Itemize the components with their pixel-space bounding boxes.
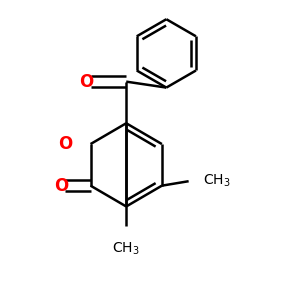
Text: O: O: [54, 177, 68, 195]
Text: O: O: [58, 135, 72, 153]
Text: CH$_3$: CH$_3$: [203, 173, 231, 189]
Text: CH$_3$: CH$_3$: [112, 241, 140, 257]
Text: O: O: [79, 73, 93, 91]
